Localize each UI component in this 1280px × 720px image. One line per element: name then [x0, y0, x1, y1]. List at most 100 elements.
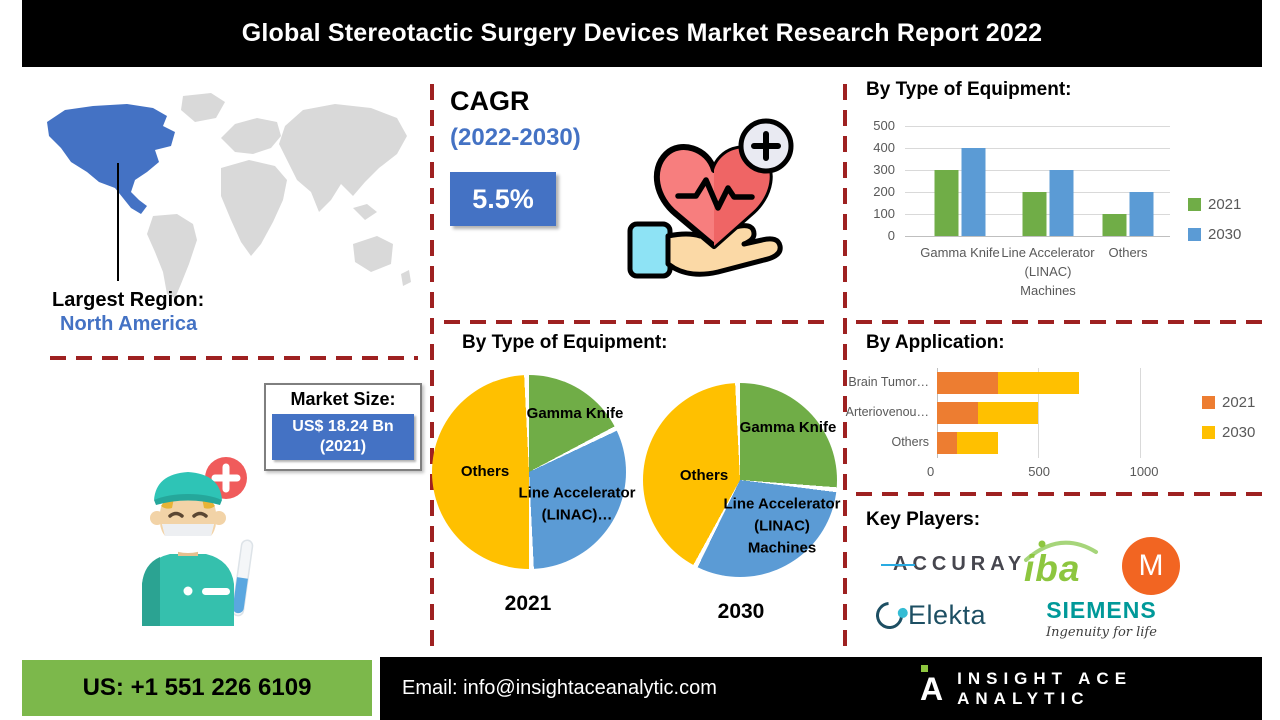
map-pointer-line: [117, 163, 119, 281]
legend-swatch: [1188, 228, 1201, 241]
legend-label: 2021: [1208, 196, 1242, 213]
iba-swoosh: [1024, 540, 1098, 562]
divider-left-horizontal: [50, 356, 418, 360]
world-map-svg: [47, 93, 411, 298]
surgical-mask-shade: [162, 524, 214, 536]
application-bar-chart: 0 500 1000 Brain Tumor… Arteriovenou… Others 2…: [846, 368, 1255, 479]
accuray-logo: ACCURAY: [881, 553, 1026, 576]
y-tick-label: 200: [873, 184, 895, 199]
cagr-label: CAGR: [450, 86, 530, 116]
pie-chart-2030: Gamma Knife Line Accelerator (LINAC) Mach…: [643, 383, 841, 577]
plus-icon: [751, 131, 781, 161]
title-bar: Global Stereotactic Surgery Devices Mark…: [22, 0, 1262, 67]
x-tick-label: 1000: [1129, 464, 1159, 479]
x-gridline: [1139, 368, 1141, 458]
legend-item-2030: 2030: [1188, 226, 1241, 243]
legend-label: 2030: [1222, 424, 1256, 441]
phone-banner: US: +1 551 226 6109: [22, 660, 372, 716]
market-size-value-year: (2021): [319, 438, 367, 455]
divider-right-horizontal-1: [856, 320, 1268, 324]
bar-2030: [961, 148, 986, 236]
key-players-title: Key Players:: [866, 509, 981, 530]
market-size-card: Market Size: US$ 18.24 Bn (2021): [264, 383, 422, 471]
surgical-cap-band: [154, 494, 222, 505]
y-tick-label: 500: [873, 118, 895, 133]
surgical-cap: [154, 472, 222, 500]
button-dot: [183, 586, 193, 596]
heartbeat-line-icon: [675, 177, 755, 211]
legend: 2021 2030: [1202, 394, 1255, 441]
divider-middle-horizontal: [444, 320, 830, 324]
legend: 2021 2030: [1188, 196, 1241, 243]
bar-segment-2021: [937, 402, 978, 424]
market-size-value: US$ 18.24 Bn (2021): [272, 414, 414, 460]
bar-2030: [1049, 170, 1074, 236]
gridline: [905, 148, 1170, 149]
footer-bar: Email: info@insightaceanalytic.com A INS…: [380, 657, 1262, 720]
application-section-title: By Application:: [866, 332, 1005, 353]
siemens-logo: SIEMENS Ingenuity for life: [1046, 597, 1157, 640]
bar-segment-2021: [937, 432, 958, 454]
largest-region-label: Largest Region:: [52, 289, 205, 311]
pie-chart-2021: Gamma Knife Line Accelerator (LINAC)… Othe…: [432, 375, 636, 569]
pie-section-title: By Type of Equipment:: [462, 332, 668, 353]
region-new-zealand: [401, 270, 411, 286]
pie-slice-label: Line Accelerator (LINAC)…: [518, 484, 636, 523]
email-address: info@insightaceanalytic.com: [463, 677, 717, 699]
category-label: Gamma Knife: [920, 245, 1000, 260]
brand-name: INSIGHT ACE ANALYTIC: [957, 668, 1133, 708]
largest-region-value: North America: [60, 313, 198, 335]
bar-segment-2021: [937, 372, 998, 394]
eye-right: [192, 511, 208, 518]
legend-swatch: [1202, 426, 1215, 439]
bar-segment-2030: [957, 432, 998, 454]
market-size-value-amount: US$ 18.24 Bn: [292, 418, 394, 435]
bar-group: [934, 148, 986, 236]
eye-left: [168, 511, 184, 518]
bar-row: [937, 372, 1079, 394]
bar-2021: [1102, 214, 1127, 236]
region-south-america: [147, 214, 197, 298]
elekta-logo-text: Elekta: [908, 600, 987, 630]
brand-logo-icon: A: [920, 664, 943, 705]
region-greenland: [181, 93, 225, 122]
bar-group: [1102, 192, 1154, 236]
brand-lockup: A INSIGHT ACE ANALYTIC: [920, 664, 1262, 709]
bar-2030: [1129, 192, 1154, 236]
pie-slice-label: Gamma Knife: [526, 405, 624, 423]
heart-care-icon: [622, 108, 807, 293]
plus-icon: [211, 463, 241, 493]
equipment-section-title: By Type of Equipment:: [866, 79, 1072, 100]
surgeon-icon: [108, 448, 268, 628]
legend-item-2030: 2030: [1202, 424, 1255, 441]
pie-2030-caption: 2030: [717, 600, 765, 623]
email-text: Email: info@insightaceanalytic.com: [402, 677, 717, 700]
gridline: [905, 236, 1170, 237]
iba-logo: iba: [1020, 536, 1100, 598]
thermometer-icon: [231, 539, 254, 617]
y-tick-label: 400: [873, 140, 895, 155]
legend-label: 2030: [1208, 226, 1242, 243]
gridline: [905, 126, 1170, 127]
divider-right-horizontal-2: [856, 492, 1268, 496]
gridline: [905, 170, 1170, 171]
y-tick-label: 300: [873, 162, 895, 177]
region-north-america: [47, 104, 175, 214]
category-label: Arteriovenou…: [845, 405, 929, 419]
region-europe: [221, 118, 281, 154]
sleeve: [627, 221, 673, 279]
world-map: [35, 88, 420, 303]
bar-row: [937, 432, 998, 454]
category-label: Brain Tumor…: [848, 375, 929, 389]
legend-swatch: [1202, 396, 1215, 409]
equipment-bar-chart: 0 100 200 300 400 500 Gamma Knife Line Accelera…: [873, 118, 1241, 298]
category-label: Others: [1108, 245, 1148, 260]
elekta-logo: Elekta: [870, 596, 987, 635]
bar-segment-2030: [997, 372, 1079, 394]
mevion-logo: M: [1122, 537, 1180, 595]
legend-label: 2021: [1222, 394, 1256, 411]
legend-item-2021: 2021: [1188, 196, 1241, 213]
brand-logo-dot: [921, 664, 928, 672]
pie-2021-caption: 2021: [504, 592, 552, 615]
